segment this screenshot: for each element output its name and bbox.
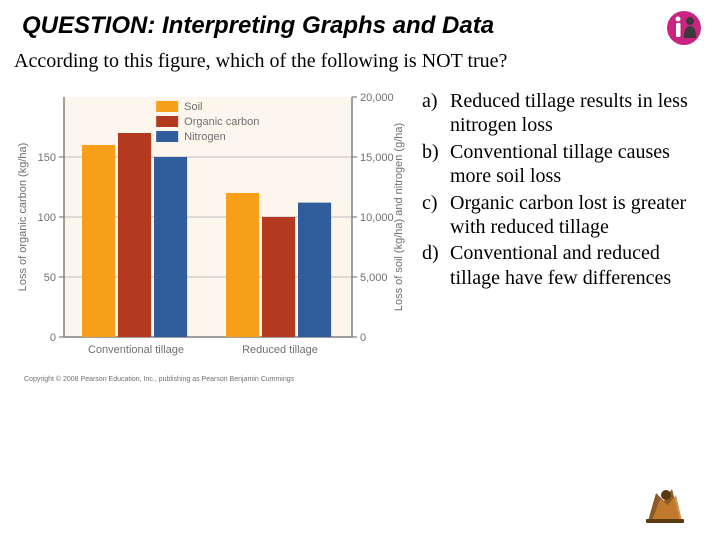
info-person-icon — [664, 8, 704, 53]
answer-letter: c) — [422, 191, 450, 240]
svg-text:Loss of organic carbon (kg/ha): Loss of organic carbon (kg/ha) — [17, 143, 29, 292]
svg-text:150: 150 — [38, 152, 56, 164]
svg-text:0: 0 — [360, 332, 366, 344]
svg-text:15,000: 15,000 — [360, 152, 394, 164]
svg-text:Organic carbon: Organic carbon — [184, 116, 259, 128]
answer-letter: b) — [422, 140, 450, 189]
svg-text:Soil: Soil — [184, 101, 202, 113]
answer-text: Organic carbon lost is greater with redu… — [450, 191, 706, 240]
mascot-icon — [638, 475, 690, 532]
answer-text: Conventional and reduced tillage have fe… — [450, 241, 706, 290]
answer-option: d)Conventional and reduced tillage have … — [422, 241, 706, 290]
answer-option: a)Reduced tillage results in less nitrog… — [422, 89, 706, 138]
answers-list: a)Reduced tillage results in less nitrog… — [422, 87, 706, 392]
slide-title: QUESTION: Interpreting Graphs and Data — [0, 0, 720, 46]
answer-text: Reduced tillage results in less nitrogen… — [450, 89, 706, 138]
svg-text:0: 0 — [50, 332, 56, 344]
content-row: 0 50 100 150 0 5,000 10,000 15,000 20,000 Convent… — [0, 83, 720, 392]
svg-text:20,000: 20,000 — [360, 92, 394, 104]
svg-text:10,000: 10,000 — [360, 212, 394, 224]
svg-text:50: 50 — [44, 272, 56, 284]
question-text: According to this figure, which of the f… — [0, 46, 720, 83]
svg-text:5,000: 5,000 — [360, 272, 388, 284]
svg-text:Loss of soil (kg/ha) and nitro: Loss of soil (kg/ha) and nitrogen (g/ha) — [393, 123, 405, 311]
svg-text:Conventional tillage: Conventional tillage — [88, 344, 184, 356]
answer-letter: a) — [422, 89, 450, 138]
answer-option: b)Conventional tillage causes more soil … — [422, 140, 706, 189]
chart-container: 0 50 100 150 0 5,000 10,000 15,000 20,000 Convent… — [12, 87, 412, 392]
svg-text:Copyright © 2008 Pearson Educa: Copyright © 2008 Pearson Education, Inc.… — [24, 375, 295, 383]
answer-option: c)Organic carbon lost is greater with re… — [422, 191, 706, 240]
answer-letter: d) — [422, 241, 450, 290]
svg-text:Nitrogen: Nitrogen — [184, 131, 226, 143]
svg-text:Reduced tillage: Reduced tillage — [242, 344, 318, 356]
svg-text:100: 100 — [38, 212, 56, 224]
answer-text: Conventional tillage causes more soil lo… — [450, 140, 706, 189]
tillage-bar-chart: 0 50 100 150 0 5,000 10,000 15,000 20,000 Convent… — [12, 87, 412, 387]
